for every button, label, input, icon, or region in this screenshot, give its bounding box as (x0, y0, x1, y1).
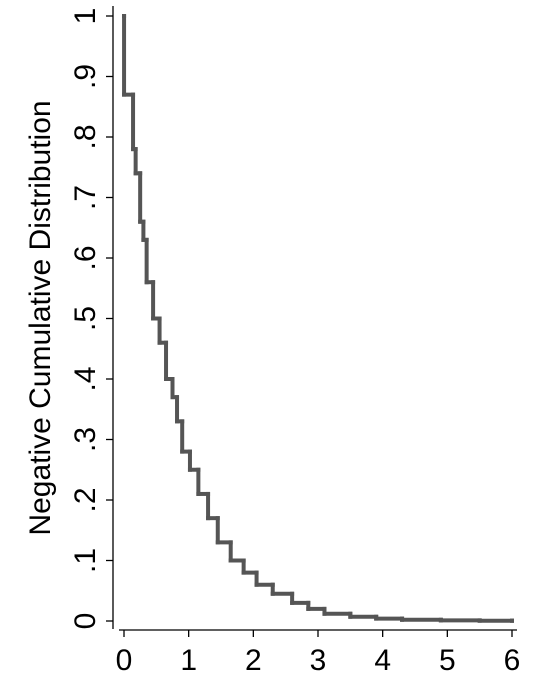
x-tick-label: 3 (310, 644, 327, 676)
y-tick-label: .7 (69, 185, 102, 210)
y-axis-label: Negative Cumulative Distribution (24, 100, 57, 535)
y-tick-label: .9 (69, 64, 102, 89)
x-tick-label: 2 (245, 644, 262, 676)
y-tick-label: .2 (69, 487, 102, 512)
y-tick-label: .3 (69, 427, 102, 452)
y-tick-label: .6 (69, 245, 102, 270)
x-tick-label: 1 (180, 644, 197, 676)
y-tick-label: .1 (69, 548, 102, 573)
x-tick-label: 4 (374, 644, 391, 676)
y-tick-label: 1 (69, 8, 102, 25)
x-tick-label: 0 (116, 644, 133, 676)
x-tick-label: 6 (504, 644, 521, 676)
y-tick-label: .8 (69, 124, 102, 149)
x-tick-label: 5 (439, 644, 456, 676)
y-tick-label: 0 (69, 613, 102, 630)
y-tick-label: .5 (69, 306, 102, 331)
y-tick-label: .4 (69, 366, 102, 391)
